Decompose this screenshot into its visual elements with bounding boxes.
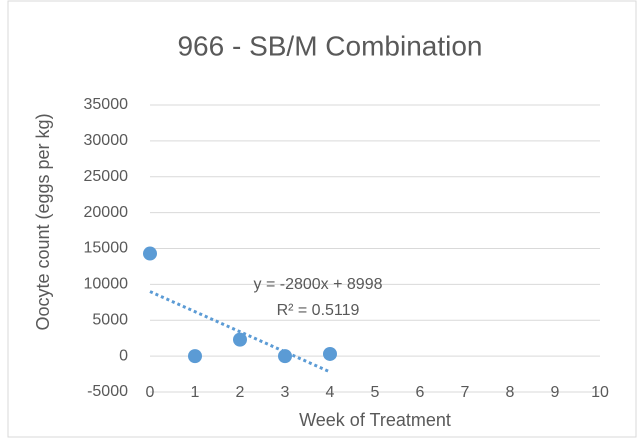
- trendline-r-squared: R² = 0.5119: [277, 302, 360, 319]
- y-axis-label: Oocyte count (eggs per kg): [33, 113, 53, 330]
- x-tick-label: 8: [506, 384, 515, 401]
- x-tick-label: 5: [371, 384, 380, 401]
- data-point: [323, 346, 337, 361]
- x-tick-label: 4: [326, 384, 335, 401]
- y-tick-label: 35000: [84, 96, 129, 113]
- data-point: [143, 246, 157, 261]
- x-tick-label: 2: [236, 384, 245, 401]
- x-tick-label: 3: [281, 384, 290, 401]
- x-tick-label: 0: [146, 384, 155, 401]
- y-tick-label: 10000: [84, 276, 129, 293]
- y-tick-label: 30000: [84, 132, 129, 149]
- data-point: [278, 349, 292, 364]
- x-tick-label: 10: [591, 384, 609, 401]
- y-tick-label: 25000: [84, 168, 129, 185]
- x-axis-label: Week of Treatment: [299, 410, 451, 430]
- chart-frame: [7, 0, 637, 438]
- x-tick-label: 7: [461, 384, 470, 401]
- y-tick-label: 20000: [84, 204, 129, 221]
- y-tick-label: 15000: [84, 240, 129, 257]
- data-point: [233, 332, 247, 347]
- data-point: [188, 349, 202, 364]
- y-tick-label: -5000: [87, 383, 128, 400]
- chart-title: 966 - SB/M Combination: [177, 30, 482, 61]
- x-tick-label: 9: [551, 384, 560, 401]
- y-tick-label: 0: [119, 347, 128, 364]
- trendline: [149, 290, 331, 374]
- y-tick-label: 5000: [92, 311, 128, 328]
- trendline-equation: y = -2800x + 8998: [254, 276, 383, 293]
- x-tick-label: 6: [416, 384, 425, 401]
- x-tick-label: 1: [191, 384, 200, 401]
